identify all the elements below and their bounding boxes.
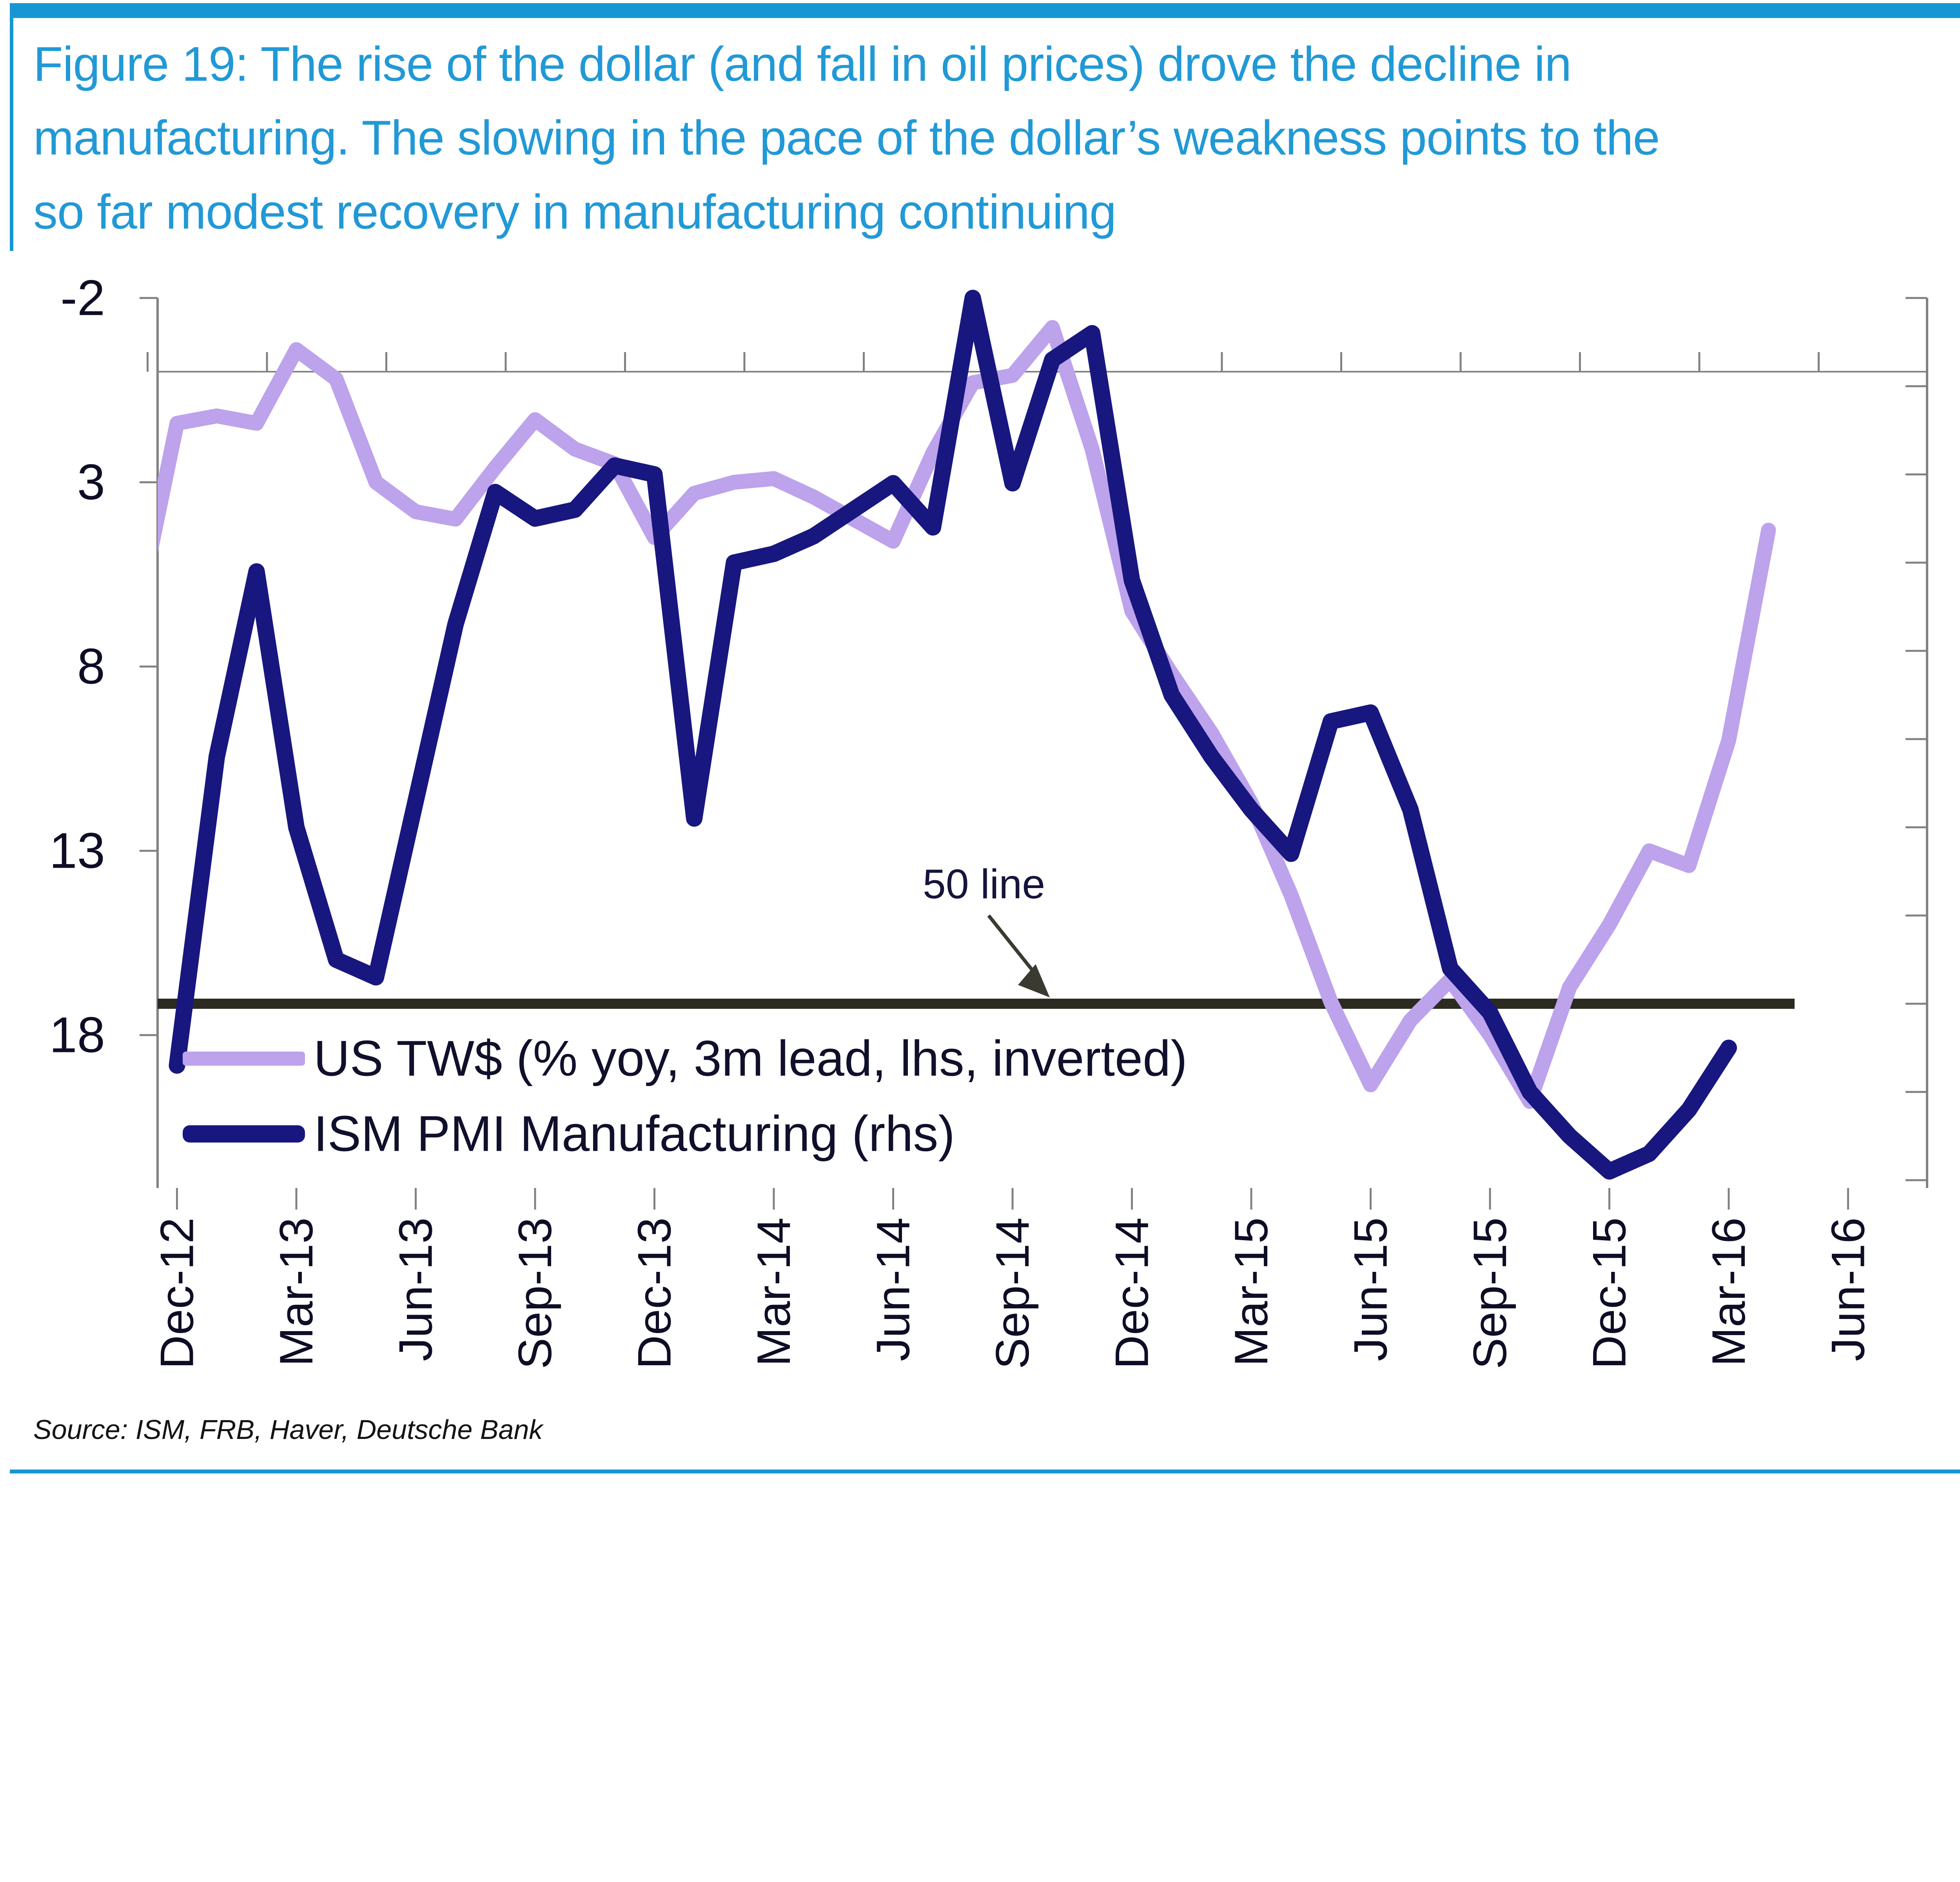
x-axis-label: Mar-13 xyxy=(270,1217,323,1366)
x-axis-label: Jun-16 xyxy=(1822,1217,1875,1361)
source-note: Source: ISM, FRB, Haver, Deutsche Bank xyxy=(33,1414,543,1445)
left-axis-label: 8 xyxy=(77,639,105,695)
left-axis-label: 13 xyxy=(49,823,105,879)
annotation-arrow xyxy=(987,914,1037,976)
x-axis-label: Jun-15 xyxy=(1345,1217,1397,1361)
x-axis-label: Sep-14 xyxy=(986,1217,1039,1369)
line-chart: -23813185857565554535251504948Dec-12Mar-… xyxy=(49,270,1928,1369)
figure-bottom-border xyxy=(10,1470,1960,1473)
x-axis-label: Sep-15 xyxy=(1464,1217,1516,1369)
annotation-arrowhead xyxy=(1018,964,1050,997)
series-line-ism-pmi xyxy=(169,290,1737,1180)
left-axis-label: 18 xyxy=(49,1007,105,1063)
x-axis-label: Mar-16 xyxy=(1702,1217,1755,1366)
left-axis-label: -2 xyxy=(60,270,105,326)
x-axis-label: Dec-15 xyxy=(1583,1217,1636,1369)
x-axis-label: Mar-15 xyxy=(1225,1217,1278,1366)
x-axis-label: Mar-14 xyxy=(748,1217,800,1366)
left-axis-label: 3 xyxy=(77,454,105,510)
legend-label-us-twd: US TW$ (% yoy, 3m lead, lhs, inverted) xyxy=(314,1031,1187,1087)
legend-swatch-us-twd xyxy=(183,1052,305,1066)
x-axis-label: Dec-12 xyxy=(151,1217,203,1369)
fifty-line-annotation: 50 line xyxy=(923,861,1045,907)
x-axis-label: Dec-14 xyxy=(1106,1217,1158,1369)
figure-title: Figure 19: The rise of the dollar (and f… xyxy=(33,37,1660,239)
legend-swatch-ism-pmi xyxy=(183,1125,305,1143)
figure-left-border xyxy=(10,3,13,251)
figure-top-border xyxy=(10,3,1960,18)
x-axis-label: Sep-13 xyxy=(509,1217,561,1369)
x-axis-label: Jun-13 xyxy=(390,1217,442,1361)
figure-19-panel: -23813185857565554535251504948Dec-12Mar-… xyxy=(10,3,1960,1473)
fifty-reference-line xyxy=(158,999,1795,1009)
x-axis-label: Jun-14 xyxy=(867,1217,920,1361)
x-axis-label: Dec-13 xyxy=(628,1217,681,1369)
legend-label-ism-pmi: ISM PMI Manufacturing (rhs) xyxy=(314,1106,955,1162)
